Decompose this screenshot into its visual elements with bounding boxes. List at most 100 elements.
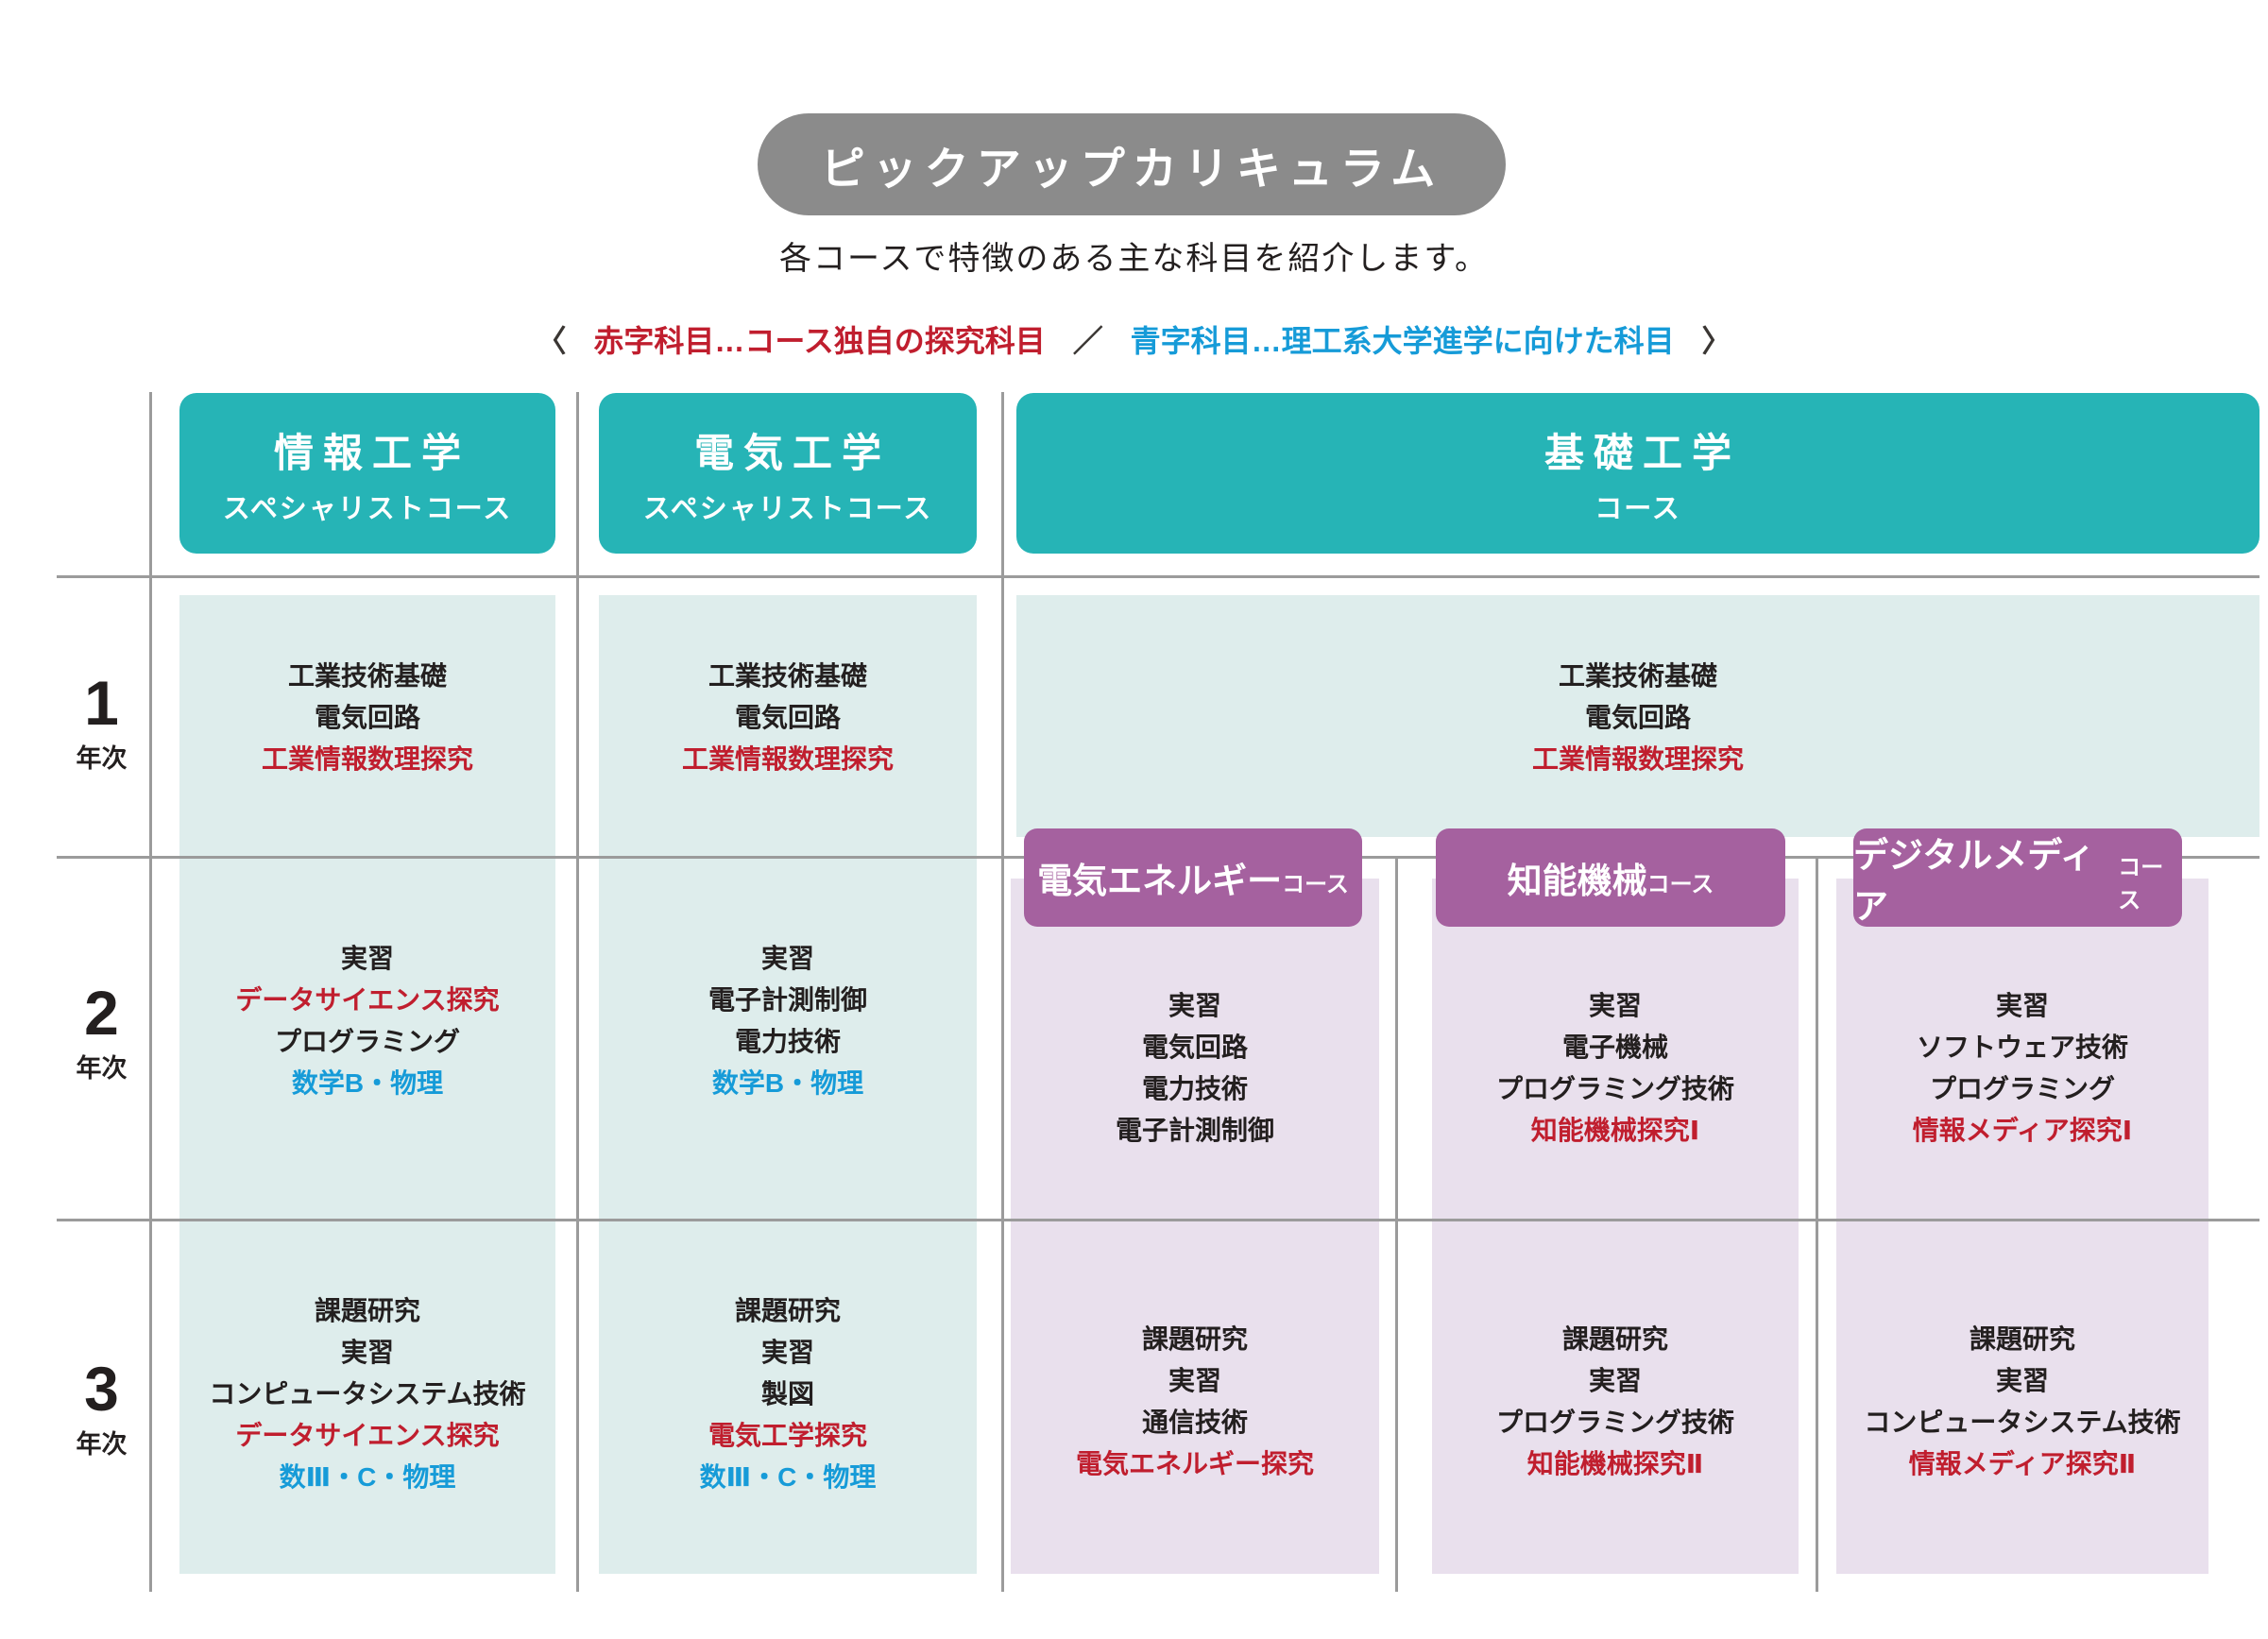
title-badge: ピックアップカリキュラム bbox=[758, 113, 1506, 215]
subject-line: 数Ⅲ・C・物理 bbox=[279, 1462, 456, 1492]
subject-line: 電力技術 bbox=[1141, 1074, 1248, 1103]
subject-line: 実習 bbox=[1168, 1366, 1221, 1395]
cell-year2-energy: 実習 電気回路 電力技術 電子計測制御 bbox=[1011, 985, 1379, 1152]
subject-line: プログラミング技術 bbox=[1495, 1074, 1734, 1103]
subject-line: 電子計測制御 bbox=[708, 985, 867, 1015]
subject-line: 実習 bbox=[760, 1338, 814, 1367]
column-bg-chino bbox=[1432, 879, 1799, 1574]
cell-year3-energy: 課題研究 実習 通信技術 電気エネルギー探究 bbox=[1011, 1319, 1379, 1485]
subject-line: 電気工学探究 bbox=[708, 1421, 867, 1450]
subject-line: 数Ⅲ・C・物理 bbox=[699, 1462, 877, 1492]
legend-red-note: 赤字科目…コース独自の探究科目 bbox=[593, 324, 1046, 358]
year-label-3: 3 年次 bbox=[52, 1354, 151, 1460]
course-title: 基礎工学 bbox=[1543, 430, 1741, 475]
subject-line: 電力技術 bbox=[734, 1027, 841, 1056]
subject-line: 知能機械探究Ⅰ bbox=[1530, 1116, 1700, 1145]
subject-line: 電気回路 bbox=[1584, 703, 1691, 732]
year-suffix: 年次 bbox=[76, 1430, 128, 1459]
cell-year3-digital: 課題研究 実習 コンピュータシステム技術 情報メディア探究Ⅱ bbox=[1836, 1319, 2208, 1485]
subject-line: 知能機械探究Ⅱ bbox=[1526, 1449, 1704, 1478]
subject-line: 通信技術 bbox=[1141, 1408, 1248, 1437]
subject-line: 実習 bbox=[340, 1338, 394, 1367]
page-title: ピックアップカリキュラム bbox=[820, 143, 1443, 194]
cell-year1-kiso: 工業技術基礎 電気回路 工業情報数理探究 bbox=[1016, 656, 2259, 780]
subject-line: 実習 bbox=[340, 944, 394, 973]
cell-year2-denki: 実習 電子計測制御 電力技術 数学B・物理 bbox=[599, 938, 977, 1104]
year-label-2: 2 年次 bbox=[52, 982, 151, 1084]
grid-vline-chino-digital bbox=[1816, 856, 1818, 1592]
subcourse-name: デジタルメディア bbox=[1853, 836, 2095, 926]
subcourse-pill-chino: 知能機械 コース bbox=[1436, 828, 1785, 927]
year-suffix: 年次 bbox=[76, 744, 128, 773]
subject-line: 数学B・物理 bbox=[291, 1068, 444, 1098]
subject-line: 課題研究 bbox=[314, 1296, 420, 1325]
cell-year3-chino: 課題研究 実習 プログラミング技術 知能機械探究Ⅱ bbox=[1432, 1319, 1799, 1485]
subject-line: 電気回路 bbox=[734, 703, 841, 732]
course-title: 電気工学 bbox=[693, 430, 891, 475]
course-subtitle: スペシャリストコース bbox=[222, 493, 513, 524]
legend-open-bracket: 〈 bbox=[536, 324, 567, 358]
subject-line: コンピュータシステム技術 bbox=[1864, 1408, 2181, 1437]
cell-year3-joho: 課題研究 実習 コンピュータシステム技術 データサイエンス探究 数Ⅲ・C・物理 bbox=[179, 1290, 555, 1498]
cell-year2-digital: 実習 ソフトウェア技術 プログラミング 情報メディア探究Ⅰ bbox=[1836, 985, 2208, 1152]
subject-line: 情報メディア探究Ⅰ bbox=[1912, 1116, 2133, 1145]
column-bg-digital bbox=[1836, 879, 2208, 1574]
cell-year1-denki: 工業技術基礎 電気回路 工業情報数理探究 bbox=[599, 656, 977, 780]
course-subtitle: スペシャリストコース bbox=[642, 493, 933, 524]
year-number: 2 bbox=[84, 978, 119, 1048]
year-number: 1 bbox=[84, 668, 119, 738]
subcourse-name: 知能機械 bbox=[1507, 862, 1647, 900]
subject-line: 実習 bbox=[760, 944, 814, 973]
subcourse-suffix: コース bbox=[2118, 855, 2164, 913]
subcourse-name: 電気エネルギー bbox=[1037, 862, 1283, 900]
subject-line: 電気回路 bbox=[314, 703, 420, 732]
subject-line: 情報メディア探究Ⅱ bbox=[1908, 1449, 2137, 1478]
column-bg-joho bbox=[179, 595, 555, 1574]
grid-hline-header bbox=[57, 575, 2259, 578]
cell-year2-joho: 実習 データサイエンス探究 プログラミング 数学B・物理 bbox=[179, 938, 555, 1104]
subject-line: 工業情報数理探究 bbox=[681, 744, 894, 774]
cell-year1-joho: 工業技術基礎 電気回路 工業情報数理探究 bbox=[179, 656, 555, 780]
subject-line: 電気回路 bbox=[1141, 1033, 1248, 1062]
subject-line: コンピュータシステム技術 bbox=[209, 1379, 526, 1409]
subject-line: プログラミング技術 bbox=[1495, 1408, 1734, 1437]
subject-line: 工業技術基礎 bbox=[1558, 661, 1717, 691]
grid-vline-joho-denki bbox=[576, 392, 579, 1592]
subject-line: ソフトウェア技術 bbox=[1916, 1033, 2128, 1062]
subject-line: 課題研究 bbox=[1969, 1324, 2075, 1354]
legend: 〈 赤字科目…コース独自の探究科目 ／ 青字科目…理工系大学進学に向けた科目 〉 bbox=[0, 317, 2268, 361]
subject-line: 実習 bbox=[1995, 1366, 2049, 1395]
subcourse-pill-energy: 電気エネルギー コース bbox=[1024, 828, 1362, 927]
legend-close-bracket: 〉 bbox=[1701, 324, 1732, 358]
subject-line: 課題研究 bbox=[1141, 1324, 1248, 1354]
course-header-joho: 情報工学 スペシャリストコース bbox=[179, 393, 555, 554]
subject-line: データサイエンス探究 bbox=[235, 985, 500, 1015]
subject-line: 課題研究 bbox=[734, 1296, 841, 1325]
year-number: 3 bbox=[84, 1354, 119, 1424]
subcourse-pill-digital: デジタルメディア コース bbox=[1853, 828, 2182, 927]
cell-year2-chino: 実習 電子機械 プログラミング技術 知能機械探究Ⅰ bbox=[1432, 985, 1799, 1152]
subject-line: 工業技術基礎 bbox=[287, 661, 447, 691]
subject-line: 電子計測制御 bbox=[1115, 1116, 1274, 1145]
course-title: 情報工学 bbox=[273, 430, 470, 475]
subject-line: プログラミング bbox=[274, 1027, 460, 1056]
course-subtitle: コース bbox=[1594, 493, 1681, 524]
grid-hline-year2-year3 bbox=[57, 1219, 2259, 1221]
legend-separator: ／ bbox=[1072, 324, 1103, 358]
subject-line: 工業情報数理探究 bbox=[261, 744, 473, 774]
subject-line: 電気エネルギー探究 bbox=[1075, 1449, 1314, 1478]
subcourse-suffix: コース bbox=[1646, 871, 1714, 897]
grid-vline-denki-kiso bbox=[1001, 392, 1004, 1592]
subject-line: 実習 bbox=[1995, 991, 2049, 1020]
course-header-denki: 電気工学 スペシャリストコース bbox=[599, 393, 977, 554]
cell-bg-kiso-year1 bbox=[1016, 595, 2259, 837]
subject-line: 課題研究 bbox=[1561, 1324, 1668, 1354]
course-header-kiso: 基礎工学 コース bbox=[1016, 393, 2259, 554]
subcourse-suffix: コース bbox=[1282, 871, 1349, 897]
year-label-1: 1 年次 bbox=[52, 668, 151, 775]
subject-line: 実習 bbox=[1168, 991, 1221, 1020]
subject-line: 製図 bbox=[760, 1379, 814, 1409]
column-bg-denki bbox=[599, 595, 977, 1574]
subject-line: 電子機械 bbox=[1561, 1033, 1668, 1062]
